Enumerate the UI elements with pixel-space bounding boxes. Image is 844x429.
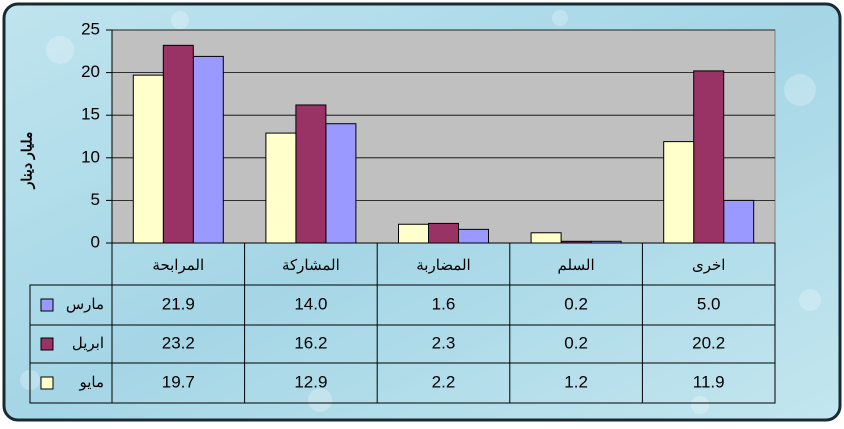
- y-tick-label: 15: [81, 105, 100, 124]
- legend-label: ابريل: [72, 335, 104, 352]
- legend-swatch: [40, 376, 54, 390]
- x-tick-label: السلم: [558, 257, 595, 274]
- y-tick-label: 20: [81, 62, 100, 81]
- value-label: 20.2: [692, 333, 725, 352]
- bar: [398, 223, 429, 244]
- bar: [693, 70, 725, 244]
- y-axis-label: مليار دينار: [19, 132, 36, 190]
- bar: [265, 132, 297, 244]
- value-label: 21.9: [162, 294, 195, 313]
- legend-label: مارس: [66, 296, 104, 313]
- bar: [132, 74, 164, 244]
- value-label: 16.2: [294, 333, 327, 352]
- bar: [295, 104, 327, 244]
- y-tick-label: 25: [81, 19, 100, 38]
- value-label: 12.9: [294, 372, 327, 391]
- value-label: 14.0: [294, 294, 327, 313]
- bar: [192, 55, 224, 244]
- bar: [663, 141, 695, 244]
- x-tick-label: اخرى: [692, 257, 725, 274]
- bar: [428, 222, 459, 244]
- y-tick-label: 5: [91, 190, 100, 209]
- legend-swatch: [40, 337, 54, 351]
- legend-label: مايو: [78, 374, 104, 391]
- y-tick-label: 0: [91, 232, 100, 251]
- value-label: 1.6: [432, 294, 456, 313]
- value-label: 0.2: [564, 333, 588, 352]
- value-label: 5.0: [697, 294, 721, 313]
- value-label: 23.2: [162, 333, 195, 352]
- bar: [458, 228, 489, 244]
- value-label: 2.3: [432, 333, 456, 352]
- x-tick-label: المرابحة: [152, 257, 204, 274]
- value-label: 1.2: [564, 372, 588, 391]
- table-border: [29, 284, 776, 404]
- bar: [325, 123, 357, 244]
- bar: [162, 44, 194, 244]
- x-tick-label: المشاركة: [282, 257, 340, 274]
- value-label: 11.9: [693, 372, 725, 391]
- value-label: 2.2: [432, 372, 456, 391]
- value-label: 0.2: [564, 294, 588, 313]
- bar: [723, 199, 755, 244]
- value-label: 19.7: [162, 372, 195, 391]
- bar: [530, 232, 562, 244]
- legend-swatch: [40, 298, 54, 312]
- y-tick-label: 10: [81, 147, 100, 166]
- droplets: [20, 10, 821, 414]
- x-tick-label: المضاربة: [416, 257, 470, 274]
